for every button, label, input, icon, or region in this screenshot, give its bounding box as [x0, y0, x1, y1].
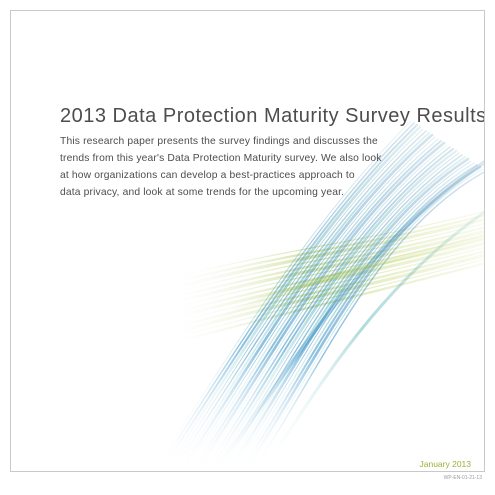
ribbon-stroke — [210, 149, 458, 471]
ribbon-stroke — [203, 146, 451, 471]
ribbon-stroke — [159, 124, 418, 471]
ribbon-stroke — [155, 122, 415, 471]
ribbon-stroke — [219, 154, 463, 471]
ribbon-stroke — [187, 138, 439, 471]
ribbon-stroke — [188, 233, 484, 334]
ribbon-stroke — [223, 156, 466, 471]
ribbon-stroke — [160, 246, 484, 327]
ribbon-stroke — [160, 210, 484, 282]
ribbon-stroke — [175, 132, 430, 471]
ribbon-stroke — [162, 125, 422, 471]
ribbon-stroke — [207, 148, 454, 471]
ribbon-stroke — [191, 140, 442, 471]
ribbon-stroke — [210, 159, 484, 471]
document-title: 2013 Data Protection Maturity Survey Res… — [60, 105, 485, 127]
ribbon-stroke — [251, 171, 484, 471]
ribbon-stroke — [247, 168, 484, 471]
ribbon-stroke — [194, 141, 446, 471]
ribbon-artwork — [151, 120, 484, 471]
intro-line: data privacy, and look at some trends fo… — [60, 187, 345, 198]
report-cover: 2013 Data Protection Maturity Survey Res… — [10, 10, 485, 472]
ribbon-stroke — [183, 136, 436, 471]
document-intro: This research paper presents the survey … — [60, 133, 460, 201]
ribbon-stroke — [159, 226, 484, 303]
ribbon-stroke — [171, 130, 427, 471]
intro-line: trends from this year's Data Protection … — [60, 153, 382, 164]
intro-line: This research paper presents the survey … — [60, 136, 378, 147]
ribbon-stroke — [167, 128, 424, 471]
ribbon-stroke — [159, 250, 484, 333]
ribbon-stroke — [159, 217, 484, 293]
intro-line: at how organizations can develop a best-… — [60, 170, 355, 181]
ribbon-stroke — [239, 164, 478, 471]
ribbon-stroke — [178, 133, 434, 471]
ribbon-stroke — [159, 214, 484, 288]
ribbon-stroke — [199, 144, 448, 471]
publication-date: January 2013 — [419, 459, 471, 469]
ribbon-stroke — [226, 157, 470, 471]
ribbon-stroke — [235, 162, 475, 471]
ribbon-stroke — [260, 210, 484, 471]
document-code: WP-EN-01-21-13 — [443, 475, 482, 481]
